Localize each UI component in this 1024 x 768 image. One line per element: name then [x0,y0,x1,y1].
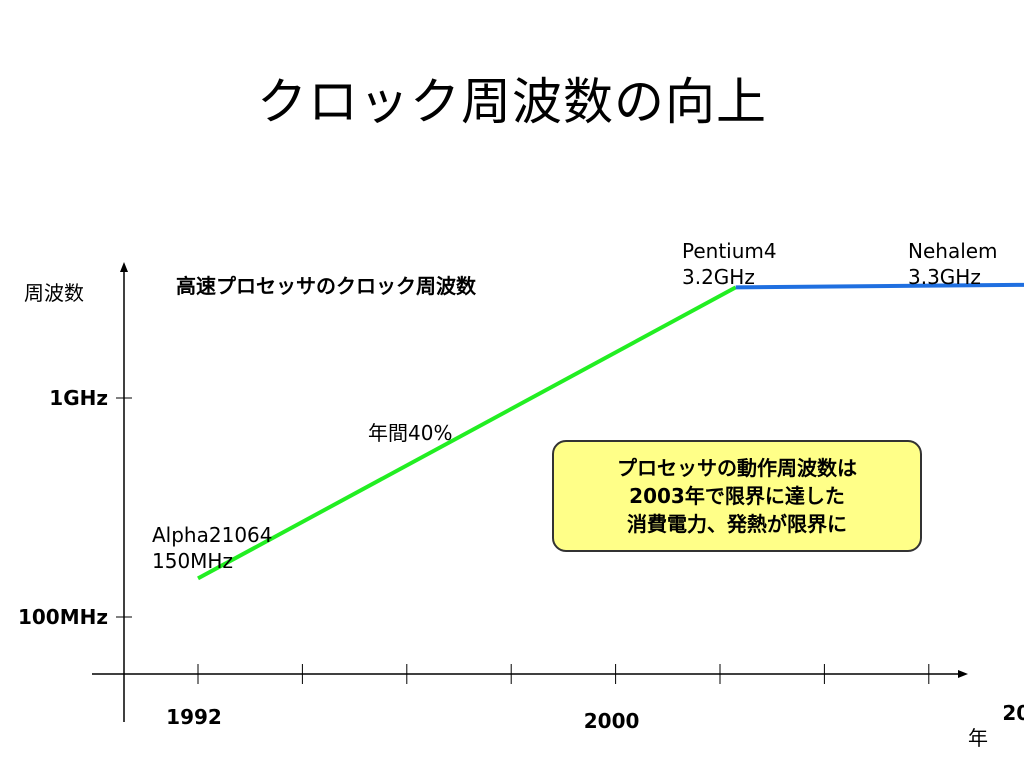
series-lines [197,282,1024,581]
y-tick-label: 1GHz [49,386,108,410]
x-tick-label: 1992 [166,705,222,729]
series-line-1 [197,285,737,581]
x-tick-label: 2000 [584,709,640,733]
ticks [116,397,930,684]
annotation-pentium-line-1: Pentium4 [682,239,777,263]
annotation-nehalem-line-1: Nehalem [908,239,998,263]
y-tick-label: 100MHz [18,605,108,629]
annotation-alpha-line-1: Alpha21064 [152,523,273,547]
annotation-pentium-line-2: 3.2GHz [682,265,755,289]
callout-box: プロセッサの動作周波数は 2003年で限界に達した 消費電力、発熱が限界に [552,440,922,552]
series-line-2 [735,282,1024,290]
annotation-nehalem-line-2: 3.3GHz [908,265,981,289]
x-axis-title: 年 [968,726,988,750]
chart-title: 高速プロセッサのクロック周波数 [176,274,477,298]
callout-line-3: 消費電力、発熱が限界に [627,512,847,536]
x-axis-arrow [958,670,968,678]
callout-line-1: プロセッサの動作周波数は [617,456,857,480]
annotation-alpha-line-2: 150MHz [152,549,233,573]
annotation-growth-line-1: 年間40% [368,421,452,445]
y-axis-arrow [120,262,128,272]
callout-line-2: 2003年で限界に達した [629,484,845,508]
axes [92,262,968,722]
y-axis-title: 周波数 [24,281,84,305]
slide-title: クロック周波数の向上 [257,73,767,131]
x-tick-label: 2008 [1002,701,1024,725]
